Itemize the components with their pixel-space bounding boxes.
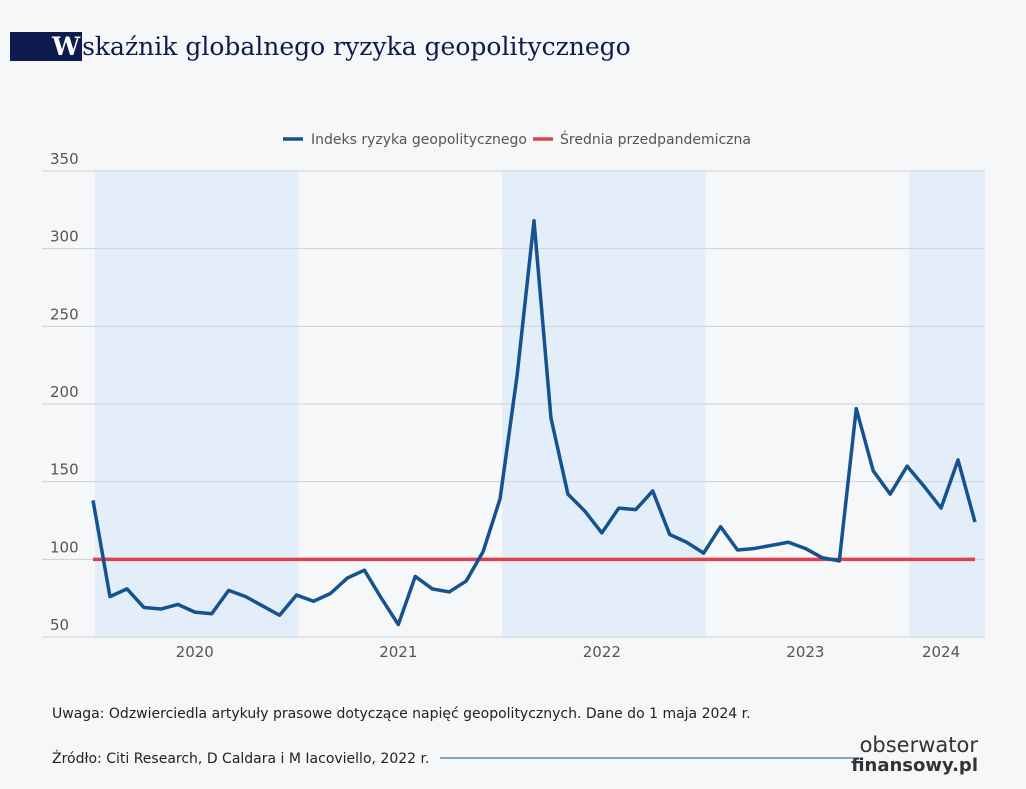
y-tick-label: 300 [50, 228, 79, 246]
legend-label: Indeks ryzyka geopolitycznego [311, 132, 527, 148]
source: Źródło: Citi Research, D Caldara i M Iac… [52, 749, 429, 767]
y-tick-label: 200 [50, 383, 79, 401]
chart-title: Wskaźnik globalnego ryzyka geopolityczne… [52, 32, 631, 61]
legend-label: Średnia przedpandemiczna [560, 130, 751, 148]
x-tick-label: 2024 [922, 643, 960, 661]
y-tick-label: 350 [50, 150, 79, 168]
x-tick-label: 2020 [176, 643, 214, 661]
logo-bottom: finansowy.pl [851, 755, 978, 776]
y-tick-label: 50 [50, 616, 69, 634]
x-tick-label: 2022 [583, 643, 621, 661]
y-tick-label: 100 [50, 538, 79, 556]
logo-top: obserwator [860, 733, 979, 757]
x-tick-label: 2023 [786, 643, 824, 661]
data-line [91, 218, 977, 627]
y-tick-label: 250 [50, 305, 79, 323]
y-tick-label: 150 [50, 461, 79, 479]
note: Uwaga: Odzwierciedla artykuły prasowe do… [52, 706, 751, 722]
x-tick-label: 2021 [379, 643, 417, 661]
